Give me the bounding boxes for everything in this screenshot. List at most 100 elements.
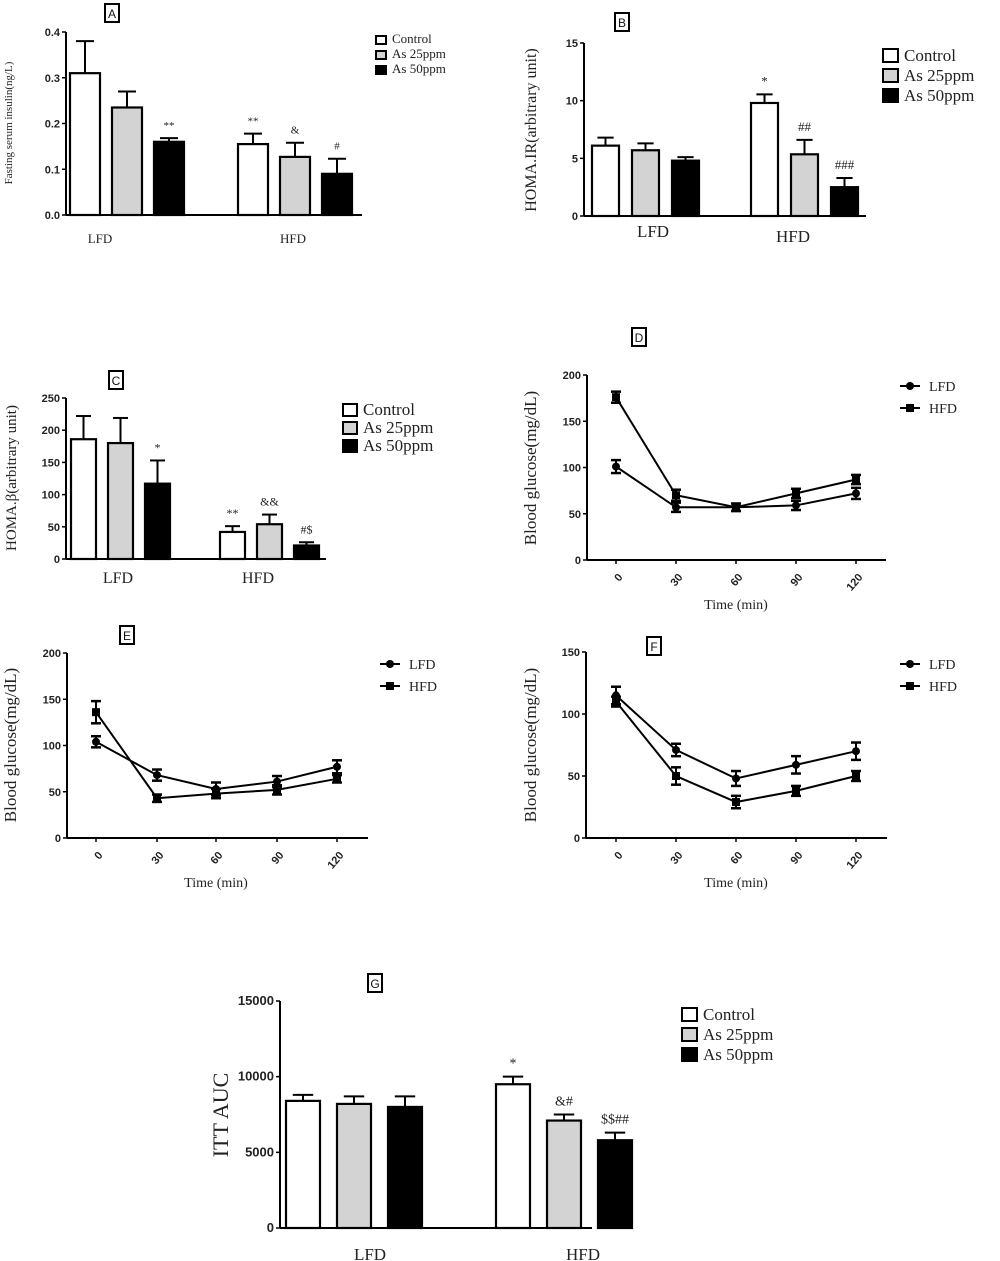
legend-swatch — [882, 88, 899, 103]
legend-swatch — [342, 439, 358, 453]
bar — [829, 186, 860, 218]
legend-swatch — [681, 1027, 698, 1042]
panel-label-box — [614, 12, 630, 32]
x-category-label: HFD — [566, 1245, 600, 1261]
x-category-label: HFD — [776, 227, 810, 246]
legend-label: As 50ppm — [363, 436, 433, 455]
panel-label: F — [646, 636, 662, 656]
panel-label-letter: D — [635, 331, 644, 345]
bar — [143, 482, 172, 561]
panel-label-letter: E — [123, 629, 131, 643]
bar — [278, 155, 312, 217]
y-tick-label: 200 — [42, 425, 60, 437]
bar — [320, 172, 354, 217]
y-tick-label: 50 — [568, 771, 580, 783]
legend-label: As 25ppm — [904, 66, 974, 85]
x-tick-label: 120 — [326, 850, 347, 872]
legend-marker-circle — [906, 660, 914, 668]
legend-label: Control — [363, 400, 415, 419]
significance-mark: #$ — [301, 522, 313, 536]
significance-mark: ** — [227, 506, 239, 520]
significance-mark: ** — [164, 120, 175, 132]
y-tick-label: 15000 — [238, 993, 274, 1008]
legend-swatch — [681, 1047, 698, 1062]
y-axis-label: Blood glucose(mg/dL) — [1, 668, 20, 822]
significance-mark: ** — [248, 116, 259, 128]
legend-label: LFD — [929, 658, 955, 673]
y-tick-label: 0 — [55, 833, 61, 845]
data-point-circle — [333, 762, 341, 771]
panel-label-box — [367, 973, 383, 993]
x-tick-label: 0 — [612, 572, 625, 584]
panel-label-box — [631, 327, 647, 347]
y-tick-label: 0.2 — [45, 119, 60, 131]
panel-label-box — [108, 370, 124, 390]
significance-mark: * — [155, 440, 161, 454]
data-point-circle — [612, 462, 620, 471]
legend-label: HFD — [929, 402, 957, 417]
legend-swatch — [882, 68, 899, 83]
legend-label: As 50ppm — [703, 1045, 773, 1064]
panel-label: D — [631, 327, 647, 347]
legend-swatch — [375, 35, 387, 45]
legend-label: LFD — [409, 658, 435, 673]
y-tick-label: 0.4 — [45, 27, 61, 39]
x-axis-label: Time (min) — [184, 876, 248, 891]
panel-label: C — [108, 370, 124, 390]
data-point-square — [672, 772, 680, 780]
data-point-circle — [732, 774, 740, 783]
y-tick-label: 0 — [572, 211, 578, 223]
legend-label: Control — [904, 46, 956, 65]
data-point-square — [672, 491, 680, 500]
y-tick-label: 0 — [575, 555, 581, 567]
data-point-square — [92, 708, 100, 717]
legend-marker-square — [906, 682, 914, 690]
legend-swatch — [375, 65, 387, 75]
bar — [236, 142, 270, 217]
significance-mark: &# — [555, 1095, 573, 1110]
x-category-label: HFD — [280, 231, 306, 246]
x-category-label: LFD — [88, 231, 113, 246]
panel-d: 0 50 100 150 200 Blood glucose(mg/dL) D 0 30 60 90… — [521, 327, 957, 613]
bar — [218, 530, 247, 561]
bar — [284, 1099, 322, 1230]
significance-mark: ### — [835, 157, 855, 172]
y-axis-label: Blood glucose(mg/dL) — [521, 391, 540, 545]
legend-swatch — [375, 50, 387, 60]
y-tick-label: 10000 — [238, 1069, 274, 1084]
data-point-circle — [792, 760, 800, 769]
y-tick-label: 150 — [563, 416, 581, 428]
panel-label-letter: C — [112, 374, 121, 388]
bar — [545, 1119, 583, 1230]
legend-label: HFD — [409, 680, 437, 695]
significance-mark: && — [260, 495, 279, 509]
y-tick-label: 50 — [569, 509, 581, 521]
panel-e: 0 50 100 150 200 Blood glucose(mg/dL) E 0 30 60 90… — [1, 625, 437, 891]
data-point-square — [333, 774, 341, 783]
y-tick-label: 0 — [54, 554, 60, 566]
data-point-square — [273, 785, 281, 794]
y-axis-label: Fasting serum insulin(ng/L) — [3, 61, 15, 184]
legend-marker-square — [906, 404, 914, 412]
bar — [152, 140, 186, 217]
x-tick-label: 0 — [92, 850, 105, 862]
significance-mark: * — [510, 1057, 517, 1072]
panel-label-letter: F — [650, 640, 657, 654]
x-category-label: HFD — [242, 570, 274, 587]
data-point-circle — [273, 777, 281, 786]
x-tick-label: 30 — [668, 572, 685, 589]
significance-mark: $$## — [601, 1113, 629, 1128]
legend-label: As 50ppm — [392, 61, 446, 76]
panel-label: E — [119, 625, 135, 645]
y-tick-label: 50 — [48, 522, 60, 534]
panel-label-box — [104, 3, 120, 23]
data-point-circle — [852, 489, 860, 498]
y-tick-label: 10 — [566, 96, 578, 108]
panel-g: 0 5000 10000 15000 ITT AUC G * &# $$## LFD HFD Cont… — [208, 973, 773, 1261]
x-tick-label: 90 — [788, 850, 805, 867]
data-point-square — [732, 503, 740, 512]
bar — [630, 149, 661, 218]
